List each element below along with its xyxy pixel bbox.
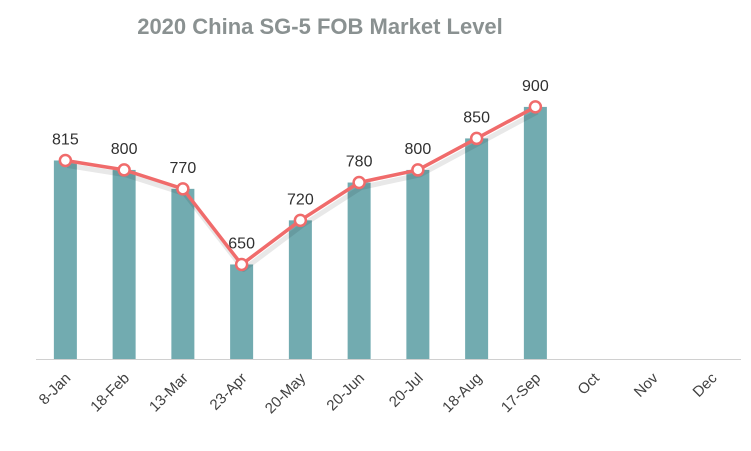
x-tick-label: 20-Jun — [323, 370, 367, 414]
bar-17-Sep — [523, 106, 547, 359]
data-label: 770 — [170, 160, 197, 177]
data-label: 850 — [463, 109, 490, 126]
data-label: 800 — [405, 141, 432, 158]
data-label: 900 — [522, 78, 549, 95]
line-marker-23-Apr — [234, 257, 249, 272]
bar-20-Jul — [406, 169, 430, 359]
line-marker-8-Jan — [58, 153, 73, 168]
line-marker-20-Jul — [411, 163, 425, 177]
bar-18-Aug — [465, 138, 489, 359]
line-marker-18-Feb — [117, 163, 131, 177]
line-marker-17-Sep — [528, 100, 543, 114]
line-marker-13-Mar — [176, 182, 190, 196]
bar-18-Feb — [112, 169, 136, 359]
x-tick-label: Nov — [631, 369, 662, 400]
bar-20-Jun — [347, 182, 371, 359]
bar-8-Jan — [53, 160, 77, 359]
x-tick-label: 23-Apr — [207, 370, 251, 414]
bar-23-Apr — [230, 264, 254, 359]
x-tick-label: 8-Jan — [36, 370, 75, 409]
x-tick-label: 20-May — [262, 369, 310, 417]
bar-13-Mar — [171, 188, 195, 359]
data-label: 815 — [52, 131, 79, 148]
data-label: 780 — [346, 154, 373, 171]
x-tick-label: 17-Sep — [498, 370, 544, 416]
x-tick-label: Dec — [690, 369, 721, 400]
data-label: 650 — [228, 235, 255, 252]
chart-title: 2020 China SG-5 FOB Market Level — [137, 14, 503, 39]
data-label: 720 — [287, 191, 314, 208]
x-tick-label: 13-Mar — [146, 370, 192, 416]
line-marker-18-Aug — [469, 131, 484, 146]
bar-20-May — [288, 220, 312, 359]
x-tick-label: Oct — [574, 369, 603, 398]
line-marker-20-Jun — [352, 175, 366, 190]
line-marker-20-May — [293, 213, 308, 228]
x-tick-label: 18-Feb — [87, 370, 133, 416]
x-tick-label: 20-Jul — [386, 370, 427, 411]
data-label: 800 — [111, 141, 138, 158]
x-tick-label: 18-Aug — [439, 370, 485, 416]
